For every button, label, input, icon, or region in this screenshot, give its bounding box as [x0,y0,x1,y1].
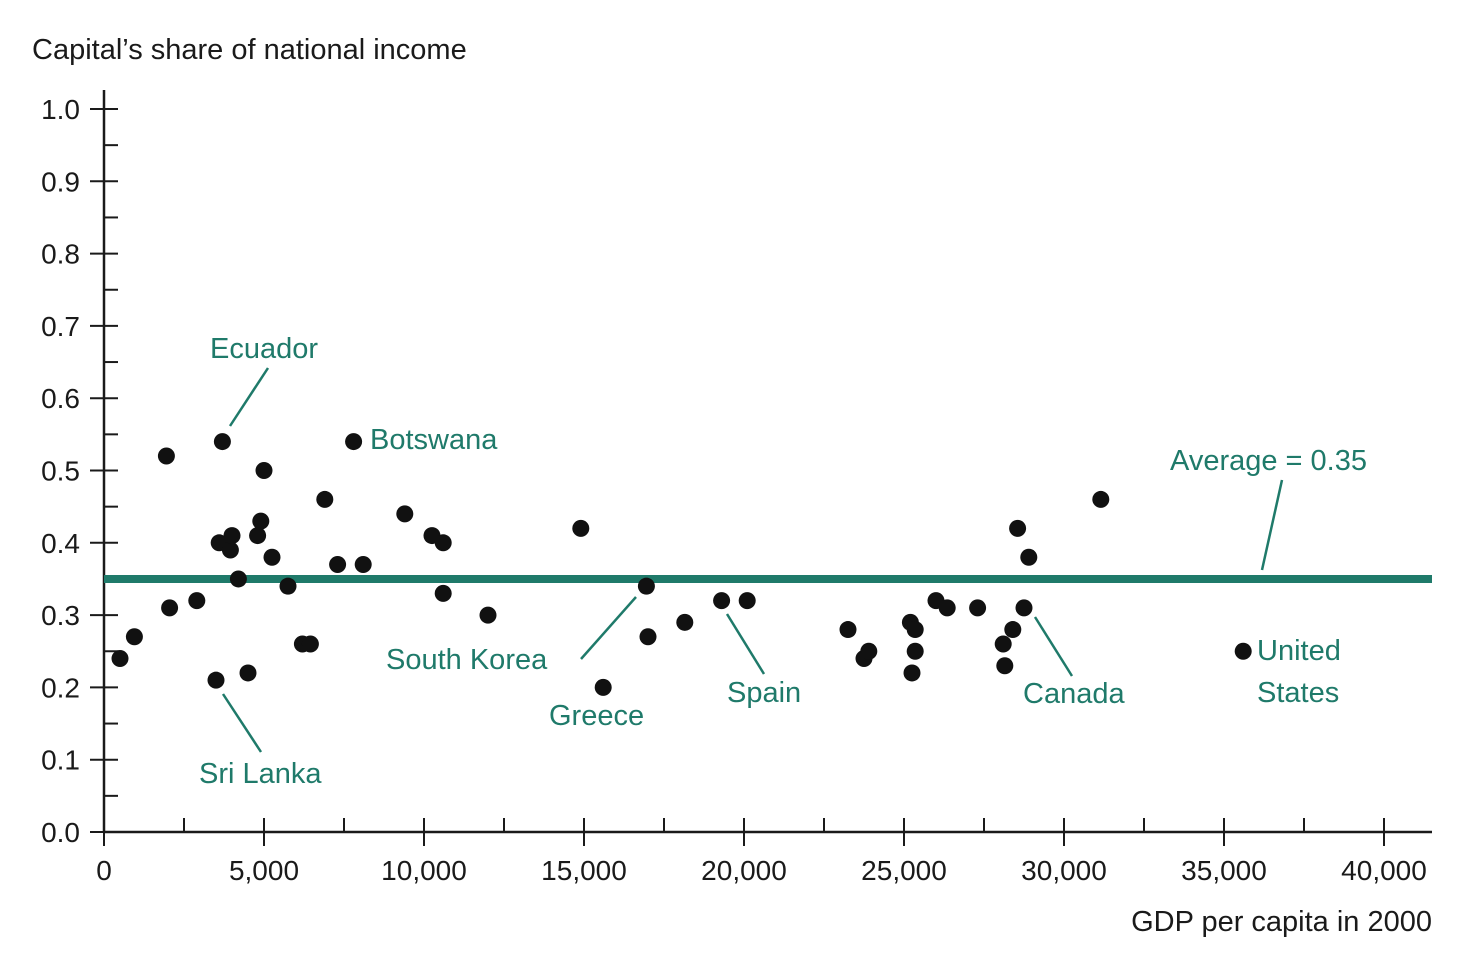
data-point [329,555,347,573]
data-point [1092,490,1110,508]
x-tick-label: 0 [96,855,112,886]
data-point [1234,642,1252,660]
annotation-leaders [221,367,1284,753]
data-point [1015,599,1033,617]
data-point [994,635,1012,653]
data-point [676,613,694,631]
label-canada: Canada [1023,678,1125,710]
label-sri-lanka: Sri Lanka [199,758,322,790]
y-tick-label: 0.9 [41,166,80,197]
data-point [996,657,1014,675]
data-point [316,490,334,508]
data-point [1004,621,1022,639]
data-point [396,505,414,523]
y-tick-label: 0.1 [41,745,80,776]
y-tick-label: 0.0 [41,817,80,848]
x-tick-label: 10,000 [381,855,467,886]
data-point [345,433,363,451]
y-tick-label: 0.7 [41,311,80,342]
canada-leader-line [1033,616,1074,677]
x-tick-label: 15,000 [541,855,627,886]
y-tick-label: 0.4 [41,528,80,559]
data-point [111,649,129,667]
y-axis-ticks: 0.0 0.1 0.2 0.3 0.4 0.5 0.6 0.7 0.8 0.9 1.0 [41,94,118,848]
data-point [594,678,612,696]
x-axis-title: GDP per capita in 2000 [1131,906,1432,938]
data-point [249,527,267,545]
y-tick-label: 0.8 [41,239,80,270]
label-greece: Greece [549,700,644,732]
data-point [906,621,924,639]
annotation-labels: Ecuador Botswana Sri Lanka South Korea G… [199,333,1367,790]
data-point [860,642,878,660]
label-united: United [1257,635,1341,667]
label-ecuador: Ecuador [210,333,318,365]
data-point [479,606,497,624]
data-point [434,584,452,602]
average-leader-line [1260,479,1284,571]
data-point [161,599,179,617]
y-tick-label: 0.5 [41,456,80,487]
data-point [713,592,731,610]
data-point [354,555,372,573]
data-point [639,628,657,646]
data-point [738,592,756,610]
label-average: Average = 0.35 [1170,445,1367,477]
data-point [252,512,270,530]
label-spain: Spain [727,677,801,709]
spain-leader-line [725,613,766,675]
data-point [263,548,281,566]
south-korea-leader-line [580,596,637,660]
data-point [969,599,987,617]
ecuador-leader-line [228,367,270,427]
x-tick-label: 20,000 [701,855,787,886]
data-point [839,621,857,639]
label-states: States [1257,677,1339,709]
data-point [188,592,206,610]
data-point [229,570,247,588]
sri-lanka-leader-line [221,693,263,753]
x-tick-label: 40,000 [1341,855,1427,886]
x-tick-label: 25,000 [861,855,947,886]
data-point [157,447,175,465]
data-point [279,577,297,595]
data-point [1020,548,1038,566]
y-tick-label: 0.2 [41,672,80,703]
y-axis-title: Capital’s share of national income [32,34,467,66]
data-point [903,664,921,682]
data-point [434,534,452,552]
data-point [239,664,257,682]
data-point [125,628,143,646]
data-point [906,642,924,660]
data-point [255,462,273,479]
y-tick-label: 1.0 [41,94,80,125]
data-point [938,599,956,617]
data-point [223,527,241,545]
x-tick-label: 35,000 [1181,855,1267,886]
data-point [572,519,590,537]
data-point [637,577,655,595]
data-points [111,433,1252,696]
label-botswana: Botswana [370,424,498,456]
data-point [1009,519,1027,537]
data-point [213,433,231,451]
x-tick-label: 30,000 [1021,855,1107,886]
y-tick-label: 0.6 [41,383,80,414]
data-point [221,541,239,559]
x-tick-label: 5,000 [229,855,299,886]
data-point [301,635,319,653]
x-axis-ticks: 0 5,000 10,000 15,000 20,000 25,000 30,000 35,0… [96,818,1427,886]
label-south-korea: South Korea [386,644,548,676]
data-point [207,671,225,689]
y-tick-label: 0.3 [41,600,80,631]
